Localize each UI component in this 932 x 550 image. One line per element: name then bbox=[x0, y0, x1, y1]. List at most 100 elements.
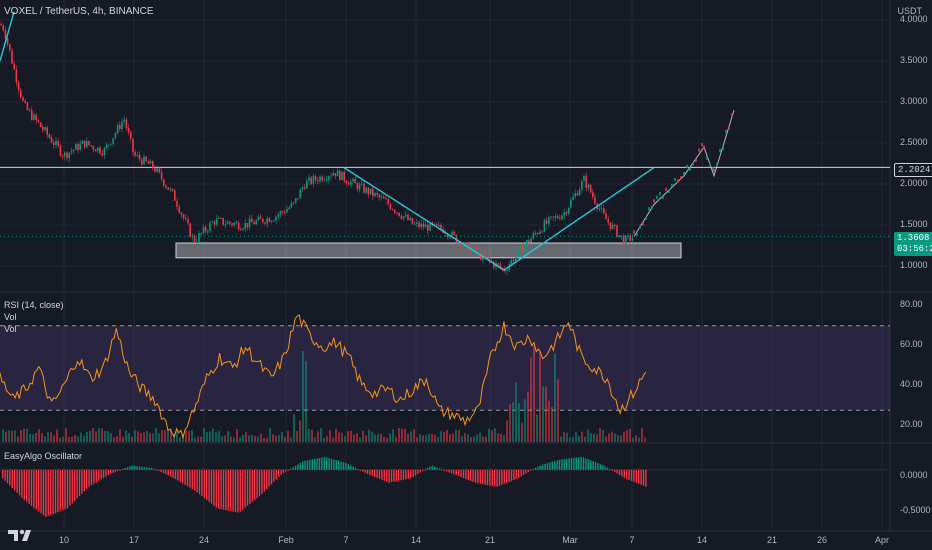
candle-up bbox=[506, 270, 508, 272]
oscillator-bar-negative bbox=[506, 469, 508, 483]
candle-down bbox=[565, 212, 568, 214]
candle-down bbox=[493, 261, 495, 268]
oscillator-bar-negative bbox=[218, 469, 220, 509]
candle-down bbox=[37, 120, 40, 123]
candle-down bbox=[61, 155, 64, 157]
candle-up bbox=[275, 216, 277, 221]
candle-down bbox=[521, 245, 524, 253]
candle-down bbox=[435, 223, 438, 226]
volume-bar-up bbox=[440, 431, 442, 442]
oscillator-bar-negative bbox=[278, 469, 280, 478]
oscillator-bar-negative bbox=[177, 469, 179, 481]
date-tick: 26 bbox=[816, 535, 828, 545]
volume-bar-down bbox=[263, 437, 265, 442]
candle-down bbox=[614, 224, 616, 226]
candle-down bbox=[541, 231, 543, 233]
oscillator-bar-negative bbox=[458, 469, 460, 477]
oscillator-bar-positive bbox=[575, 457, 577, 470]
oscillator-bar-positive bbox=[153, 468, 155, 470]
oscillator-bar-positive bbox=[316, 458, 318, 470]
candle-up bbox=[716, 162, 718, 167]
volume-bar-down bbox=[11, 430, 13, 442]
oscillator-bar-positive bbox=[309, 459, 311, 470]
oscillator-bar-positive bbox=[585, 458, 587, 470]
oscillator-bar-negative bbox=[11, 469, 13, 489]
oscillator-bar-negative bbox=[369, 469, 371, 476]
candle-down bbox=[466, 242, 469, 244]
oscillator-label: EasyAlgo Oscillator bbox=[4, 451, 83, 461]
candle-down bbox=[391, 209, 394, 211]
volume-bar-up bbox=[578, 436, 580, 442]
candle-up bbox=[369, 188, 372, 195]
oscillator-bar-negative bbox=[206, 469, 208, 500]
candle-down bbox=[11, 50, 13, 64]
candle-up bbox=[692, 162, 694, 166]
oscillator-bar-positive bbox=[556, 460, 558, 470]
volume-bar-down bbox=[197, 436, 199, 442]
volume-bar-down bbox=[224, 435, 226, 442]
oscillator-bar-negative bbox=[448, 469, 450, 473]
oscillator-bar-negative bbox=[616, 469, 618, 474]
candle-down bbox=[376, 192, 378, 195]
volume-bar-up bbox=[191, 430, 193, 442]
oscillator-bar-negative bbox=[472, 469, 474, 482]
candle-up bbox=[462, 246, 464, 248]
oscillator-bar-positive bbox=[124, 468, 126, 470]
candle-up bbox=[515, 255, 517, 262]
oscillator-bar-positive bbox=[357, 469, 359, 471]
oscillator-bar-negative bbox=[470, 469, 472, 481]
candle-up bbox=[103, 148, 106, 156]
volume-bar-down bbox=[401, 428, 403, 442]
volume-bar-down bbox=[431, 433, 433, 442]
candle-up bbox=[81, 140, 84, 144]
volume-bar-up bbox=[503, 435, 505, 442]
candle-up bbox=[725, 129, 727, 134]
candle-down bbox=[486, 256, 488, 258]
oscillator-bar-positive bbox=[328, 458, 330, 470]
volume-bar-down bbox=[398, 428, 400, 442]
oscillator-bar-positive bbox=[347, 464, 349, 470]
volume-bar-up bbox=[632, 437, 634, 442]
oscillator-bar-negative bbox=[102, 469, 105, 479]
candle-up bbox=[215, 218, 218, 225]
candle-down bbox=[284, 211, 286, 213]
volume-bar-down bbox=[362, 430, 364, 442]
volume-bar-down bbox=[485, 436, 487, 442]
candle-down bbox=[147, 161, 150, 164]
candle-up bbox=[308, 177, 310, 181]
candle-down bbox=[163, 179, 165, 186]
candle-down bbox=[449, 236, 451, 238]
candle-up bbox=[380, 196, 383, 198]
volume-bar-down bbox=[407, 433, 409, 442]
date-tick: 21 bbox=[484, 535, 496, 545]
oscillator-bar-positive bbox=[549, 462, 551, 470]
candle-up bbox=[108, 144, 110, 146]
oscillator-bar-negative bbox=[474, 469, 477, 483]
oscillator-bar-negative bbox=[254, 469, 256, 501]
candle-up bbox=[75, 144, 77, 150]
oscillator-bar-negative bbox=[378, 469, 381, 479]
trendline bbox=[343, 167, 505, 271]
oscillator-bar-negative bbox=[244, 469, 246, 508]
candle-up bbox=[625, 235, 627, 246]
resistance-price-tag: 2.2024 bbox=[894, 163, 932, 177]
candle-down bbox=[427, 224, 429, 231]
oscillator-bar-negative bbox=[282, 469, 285, 474]
candle-up bbox=[299, 189, 301, 199]
oscillator-bar-negative bbox=[179, 469, 181, 482]
price-tick: 1.5000 bbox=[900, 219, 928, 229]
oscillator-bar-negative bbox=[194, 469, 196, 491]
oscillator-bar-positive bbox=[294, 465, 297, 470]
candle-down bbox=[512, 259, 515, 262]
date-tick: Mar bbox=[562, 535, 578, 545]
candle-down bbox=[99, 147, 101, 154]
candle-up bbox=[200, 233, 202, 235]
candle-countdown: 03:56:23 bbox=[897, 244, 932, 254]
oscillator-bar-positive bbox=[314, 458, 316, 470]
candle-up bbox=[277, 214, 279, 217]
volume-bar-down bbox=[353, 434, 355, 442]
oscillator-bar-negative bbox=[261, 469, 263, 494]
oscillator-bar-positive bbox=[602, 465, 604, 470]
volume-bar-down bbox=[341, 433, 343, 442]
date-tick: 17 bbox=[128, 535, 140, 545]
